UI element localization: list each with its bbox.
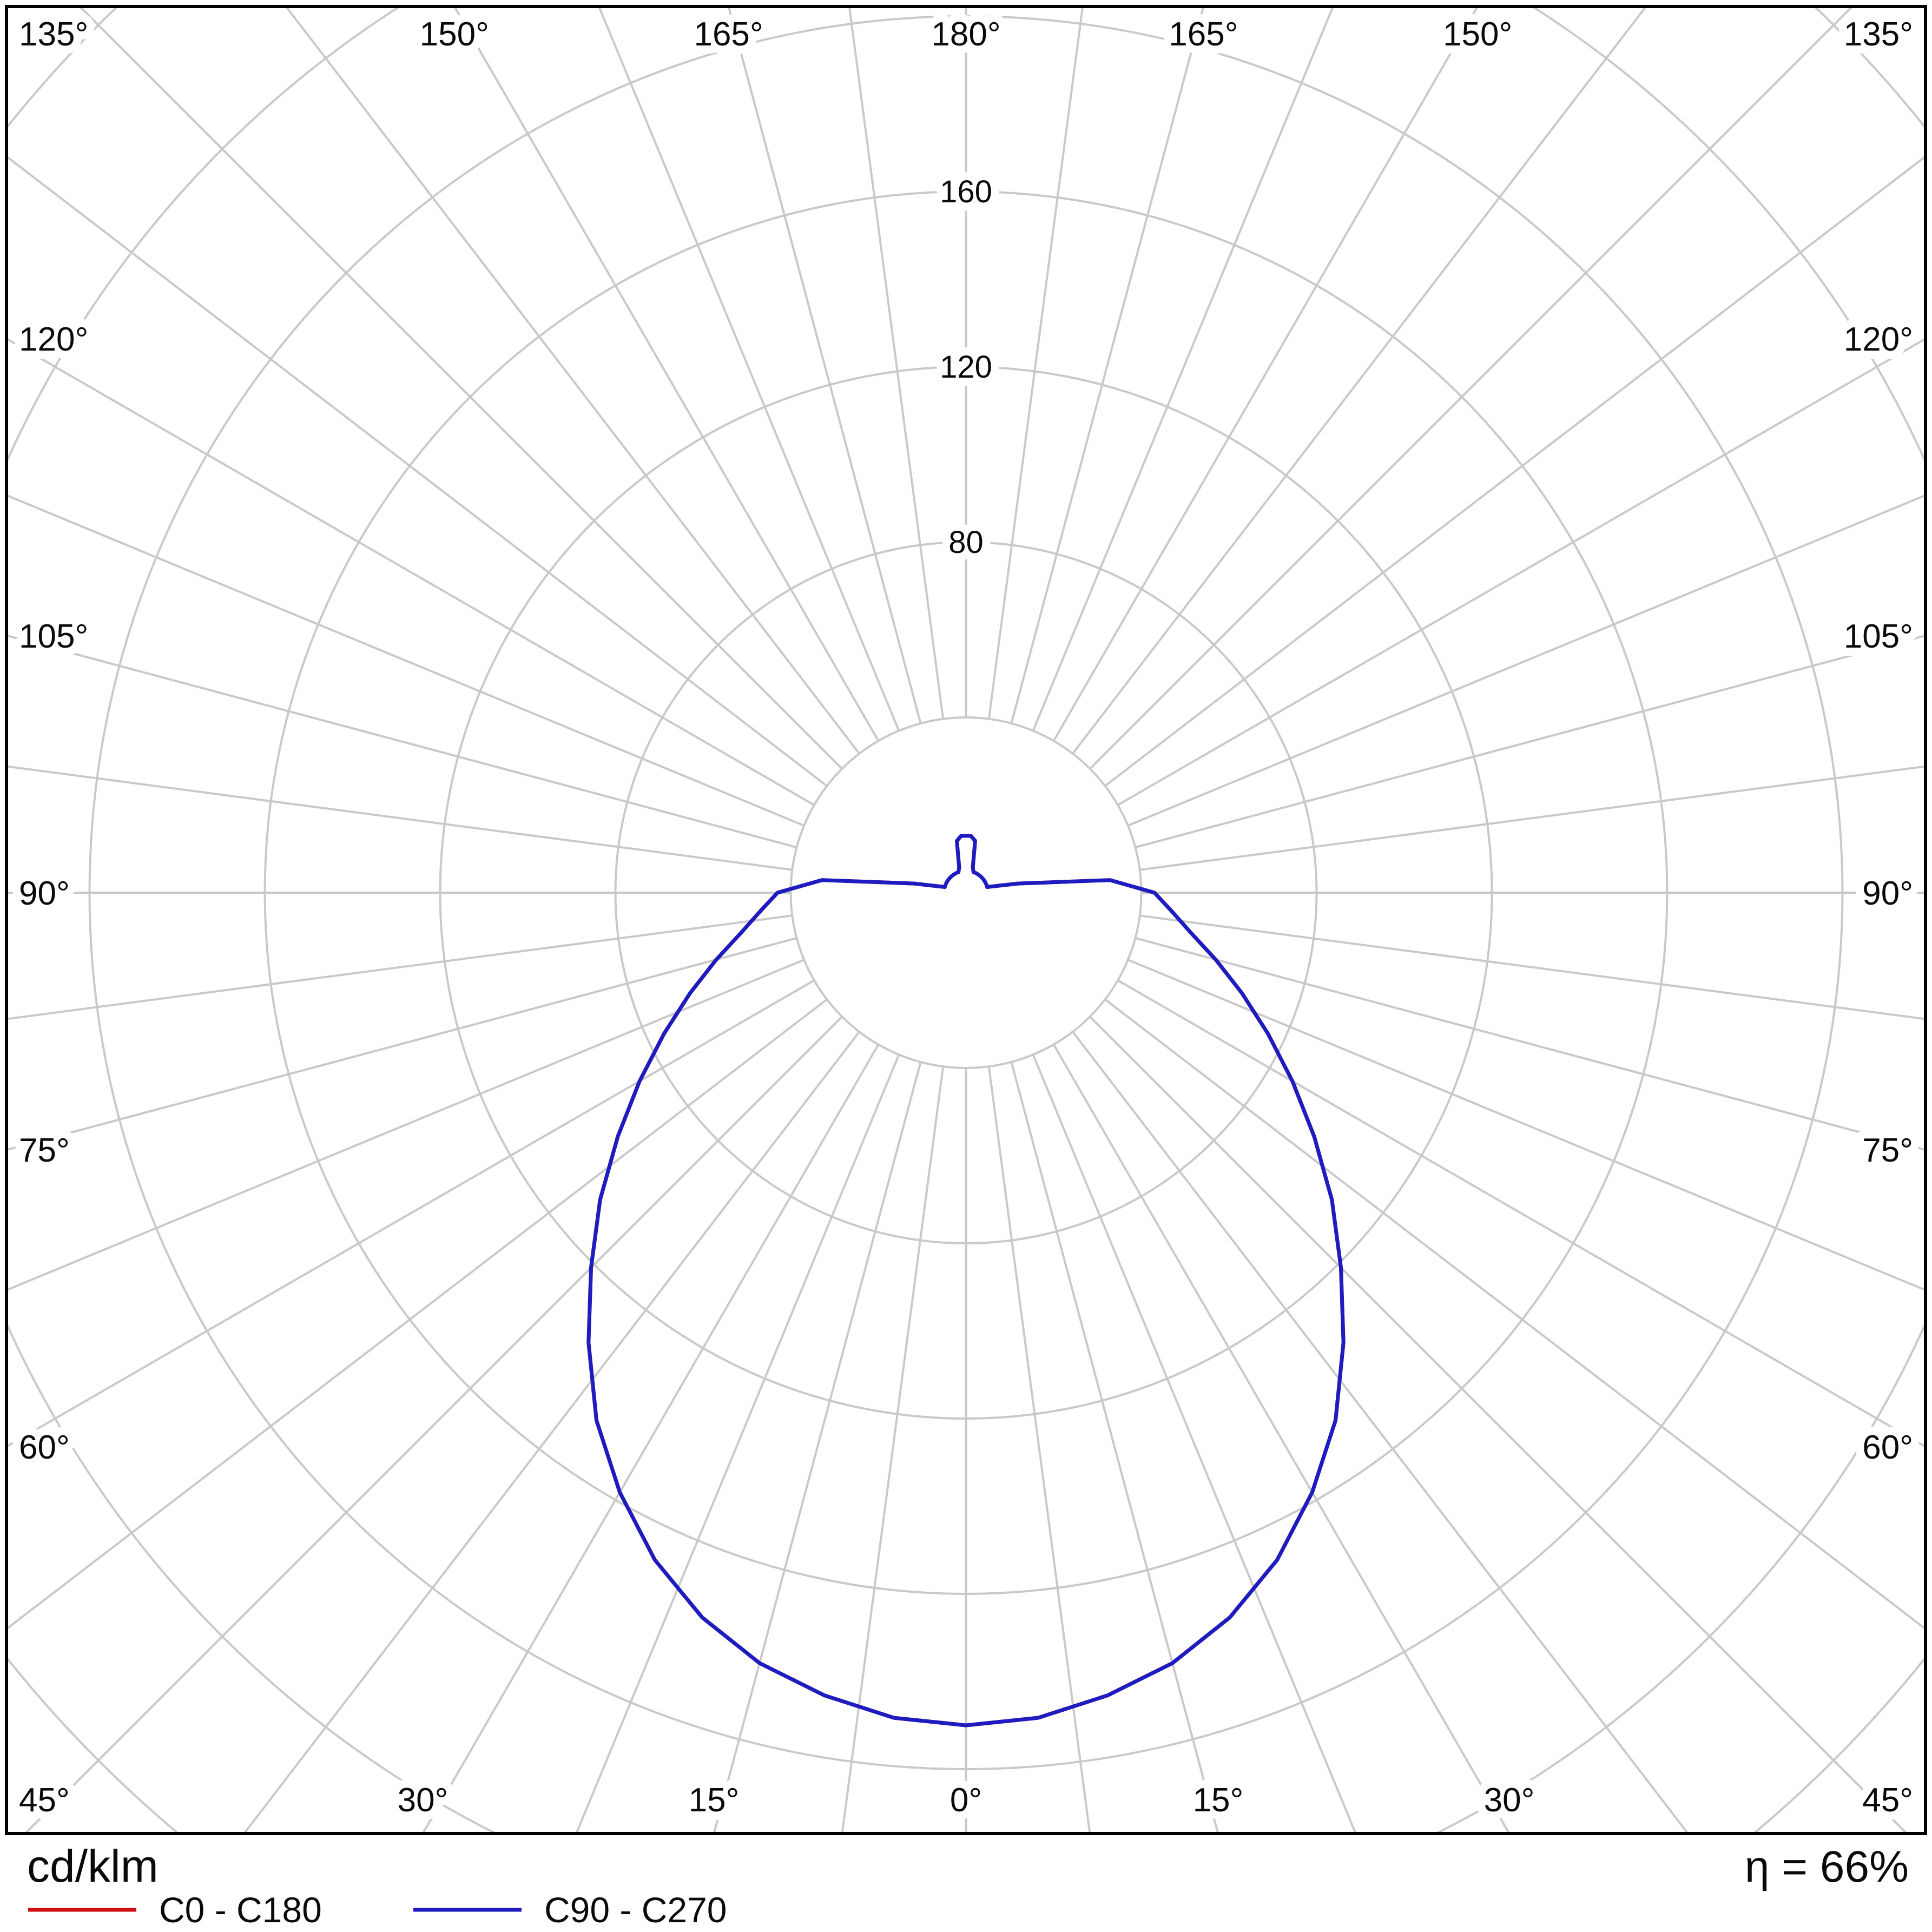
angle-label: 75° xyxy=(19,1132,70,1169)
angle-label: 165° xyxy=(1169,16,1238,53)
angle-label: 135° xyxy=(1844,16,1913,53)
ring-label: 160 xyxy=(940,174,992,209)
grid-radial-line xyxy=(848,8,945,720)
grid-radial-line xyxy=(1135,937,1924,1151)
grid-radial-line xyxy=(8,765,793,871)
grid-radial-line xyxy=(1052,8,1478,742)
angle-label: 105° xyxy=(1844,618,1913,655)
grid-radial-line xyxy=(8,494,805,827)
grid-radial-line xyxy=(841,1066,945,1832)
grid-radial-line xyxy=(286,8,860,755)
grid-radial-line xyxy=(8,156,828,787)
angle-label: 135° xyxy=(19,16,88,53)
axis-labels: 0° 15° 15° 30° 30° 45° 45° 60° 60° 75° 75° 90° 90° 10… xyxy=(11,8,1921,1827)
grid-radial-line xyxy=(80,8,843,770)
grid-radial-line xyxy=(1117,979,1924,1447)
angle-label: 180° xyxy=(931,16,1000,53)
grid-radial-line xyxy=(25,1016,843,1832)
ring-label: 120 xyxy=(940,350,992,385)
grid-radial-line xyxy=(1089,1016,1907,1832)
angle-label: 165° xyxy=(694,16,763,53)
grid-radial-line xyxy=(576,1054,900,1832)
grid-radial-line xyxy=(1032,1054,1356,1832)
angle-label: 120° xyxy=(19,321,88,358)
angle-label: 150° xyxy=(420,16,489,53)
grid-radial-line xyxy=(1117,338,1924,806)
grid-radial-line xyxy=(1104,156,1924,787)
grid-radial-line xyxy=(1072,8,1646,755)
angle-label: 60° xyxy=(1862,1429,1913,1466)
grid-radial-line xyxy=(1010,1061,1219,1832)
grid-radial-line xyxy=(8,914,793,1020)
legend-label-c90-c270: C90 - C270 xyxy=(544,1890,727,1930)
footer: cd/klm η = 66% C0 - C180 C90 - C270 xyxy=(27,1841,1909,1930)
ring-label: 80 xyxy=(948,525,984,560)
angle-label: 45° xyxy=(1862,1782,1913,1819)
grid-radial-line xyxy=(1139,765,1924,871)
grid-radial-line xyxy=(1089,8,1852,770)
grid-radial-line xyxy=(1127,494,1924,827)
grid-radial-line xyxy=(243,1031,860,1832)
grid-radial-line xyxy=(1052,1044,1510,1832)
legend-label-c0-c180: C0 - C180 xyxy=(159,1890,322,1930)
intensity-curves xyxy=(586,834,1346,1727)
grid-radial-line xyxy=(1072,1031,1689,1832)
grid-radial-line xyxy=(8,959,805,1291)
grid-radial-line xyxy=(8,635,797,849)
grid-radial-line xyxy=(987,1066,1091,1832)
grid-radial-line xyxy=(728,8,922,724)
angle-label: 105° xyxy=(19,618,88,655)
grid-radial-line xyxy=(1139,914,1924,1020)
angle-label: 75° xyxy=(1862,1132,1913,1169)
curve-c90-c270 xyxy=(586,834,1346,1727)
grid-radial-line xyxy=(454,8,880,742)
angle-label: 150° xyxy=(1443,16,1512,53)
grid-radial-line xyxy=(598,8,900,731)
angle-label: 90° xyxy=(19,875,70,912)
angle-label: 15° xyxy=(689,1782,740,1819)
angle-label: 0° xyxy=(950,1782,982,1819)
angle-label: 120° xyxy=(1844,321,1913,358)
efficiency-label: η = 66% xyxy=(1745,1842,1909,1891)
grid-radial-line xyxy=(1127,959,1924,1291)
angle-label: 60° xyxy=(19,1429,70,1466)
angle-label: 30° xyxy=(1484,1782,1535,1819)
angle-label: 45° xyxy=(19,1782,70,1819)
units-label: cd/klm xyxy=(27,1841,159,1891)
grid-radial-line xyxy=(8,998,828,1630)
grid-radial-line xyxy=(8,979,815,1447)
grid-radial-line xyxy=(8,338,815,806)
grid-radial-line xyxy=(422,1044,880,1832)
angle-label: 90° xyxy=(1862,875,1913,912)
grid-radial-line xyxy=(1135,635,1924,849)
grid-radial-line xyxy=(8,937,797,1151)
grid-radial-line xyxy=(1010,8,1204,724)
angle-label: 15° xyxy=(1193,1782,1244,1819)
grid-radial-line xyxy=(1104,998,1924,1630)
grid-radial-line xyxy=(1032,8,1334,731)
angle-label: 30° xyxy=(398,1782,449,1819)
grid-radial-line xyxy=(987,8,1084,720)
grid-radial-line xyxy=(713,1061,922,1832)
